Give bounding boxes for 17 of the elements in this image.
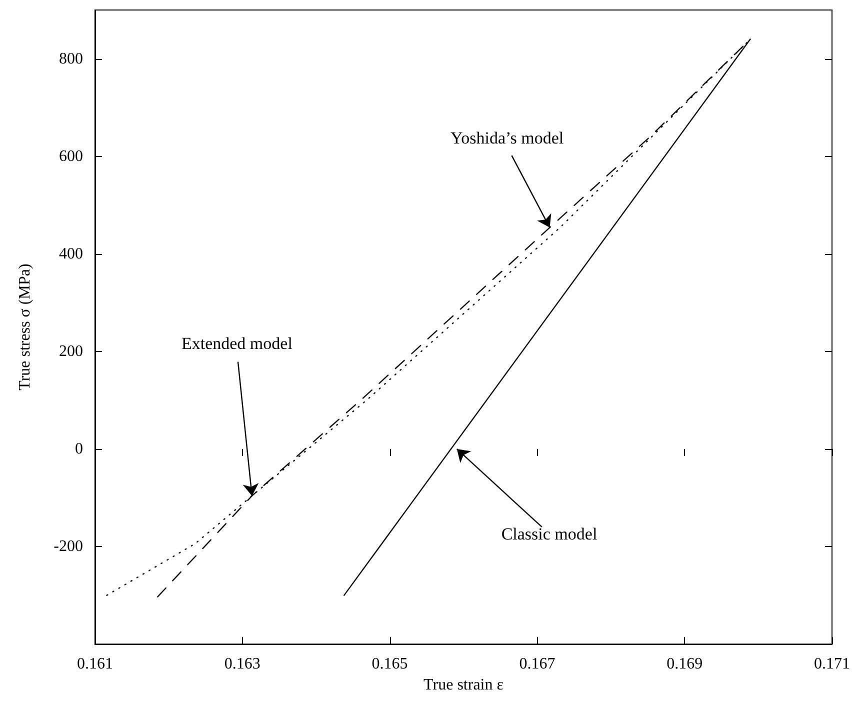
x-tick-label: 0.167 <box>519 656 556 673</box>
x-tick-label: 0.165 <box>372 656 408 673</box>
y-tick-label: 600 <box>59 148 83 165</box>
y-tick-label: 800 <box>59 50 83 68</box>
y-tick-label: 0 <box>75 440 83 458</box>
x-tick-label: 0.171 <box>814 656 850 673</box>
annotation: Classic model <box>501 524 598 544</box>
y-tick-label: -200 <box>54 538 83 556</box>
y-tick-label: 400 <box>59 245 83 262</box>
annotation: Extended model <box>181 334 293 353</box>
y-tick-label: 200 <box>59 342 83 360</box>
annotation: Yoshida’s model <box>450 128 564 148</box>
x-tick-label: 0.163 <box>224 656 260 673</box>
x-tick-label: 0.161 <box>77 656 113 673</box>
x-axis-title: True strain ε <box>424 676 504 694</box>
x-tick-label: 0.169 <box>666 656 703 673</box>
y-axis-title: True stress σ (MPa) <box>16 264 34 390</box>
